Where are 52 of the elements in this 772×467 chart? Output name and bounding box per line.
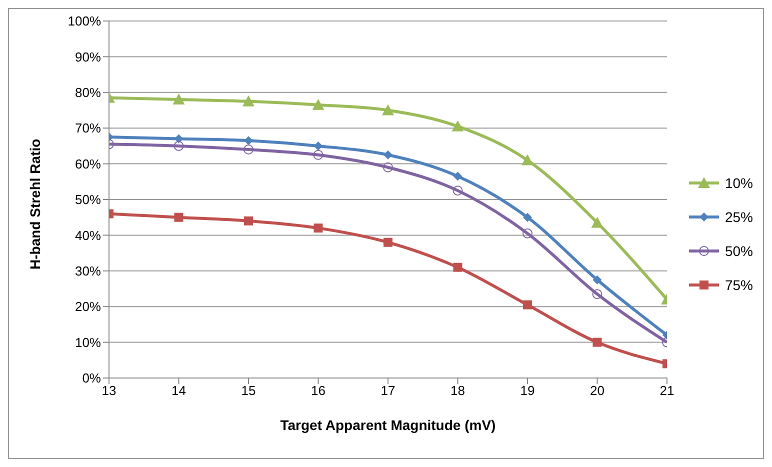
y-tick-label: 80% xyxy=(74,85,102,100)
point xyxy=(592,289,602,300)
point xyxy=(452,120,464,132)
x-tick-label: 18 xyxy=(450,383,465,398)
x-tick-label: 15 xyxy=(241,383,256,398)
point xyxy=(522,212,532,222)
point xyxy=(313,150,324,160)
point xyxy=(453,262,462,272)
point xyxy=(383,238,392,247)
legend-label: 75% xyxy=(724,276,753,294)
point xyxy=(172,94,185,105)
point xyxy=(174,140,184,151)
x-tick-label: 16 xyxy=(311,383,326,398)
x-tick-label: 17 xyxy=(380,383,396,398)
point xyxy=(244,216,253,226)
point xyxy=(312,98,324,110)
point xyxy=(314,141,323,150)
point xyxy=(522,300,532,310)
point xyxy=(382,162,393,172)
y-tick-label: 50% xyxy=(74,192,102,208)
y-tick-label: 90% xyxy=(74,49,102,64)
point xyxy=(242,95,254,106)
y-tick-label: 10% xyxy=(74,334,102,350)
x-tick-label: 13 xyxy=(102,383,116,398)
x-tick-label: 14 xyxy=(172,383,186,398)
y-tick-label: 40% xyxy=(74,228,102,243)
x-tick-label: 20 xyxy=(590,383,604,398)
point xyxy=(592,338,602,347)
legend-label: 50% xyxy=(724,242,753,260)
point xyxy=(383,150,392,160)
point xyxy=(453,172,462,181)
y-tick-label: 60% xyxy=(74,156,102,172)
point xyxy=(243,144,254,155)
point xyxy=(174,212,184,222)
y-tick-label: 0% xyxy=(82,370,102,386)
x-axis-title: Target Apparent Magnitude (mV) xyxy=(280,417,496,433)
point xyxy=(592,275,602,284)
y-tick-label: 100% xyxy=(68,14,102,29)
x-tick-label: 21 xyxy=(660,383,674,398)
point xyxy=(314,224,323,233)
legend-label: 10% xyxy=(724,174,753,192)
point xyxy=(522,228,532,238)
point xyxy=(521,154,534,166)
y-axis-title: H-band Strehl Ratio xyxy=(26,138,43,270)
point xyxy=(591,216,604,228)
x-tick-label: 19 xyxy=(520,383,535,398)
y-tick-label: 30% xyxy=(74,264,102,279)
point xyxy=(382,104,394,116)
point xyxy=(452,186,463,196)
y-tick-label: 20% xyxy=(74,299,102,314)
legend-label: 25% xyxy=(724,208,753,226)
y-tick-label: 70% xyxy=(74,120,102,136)
